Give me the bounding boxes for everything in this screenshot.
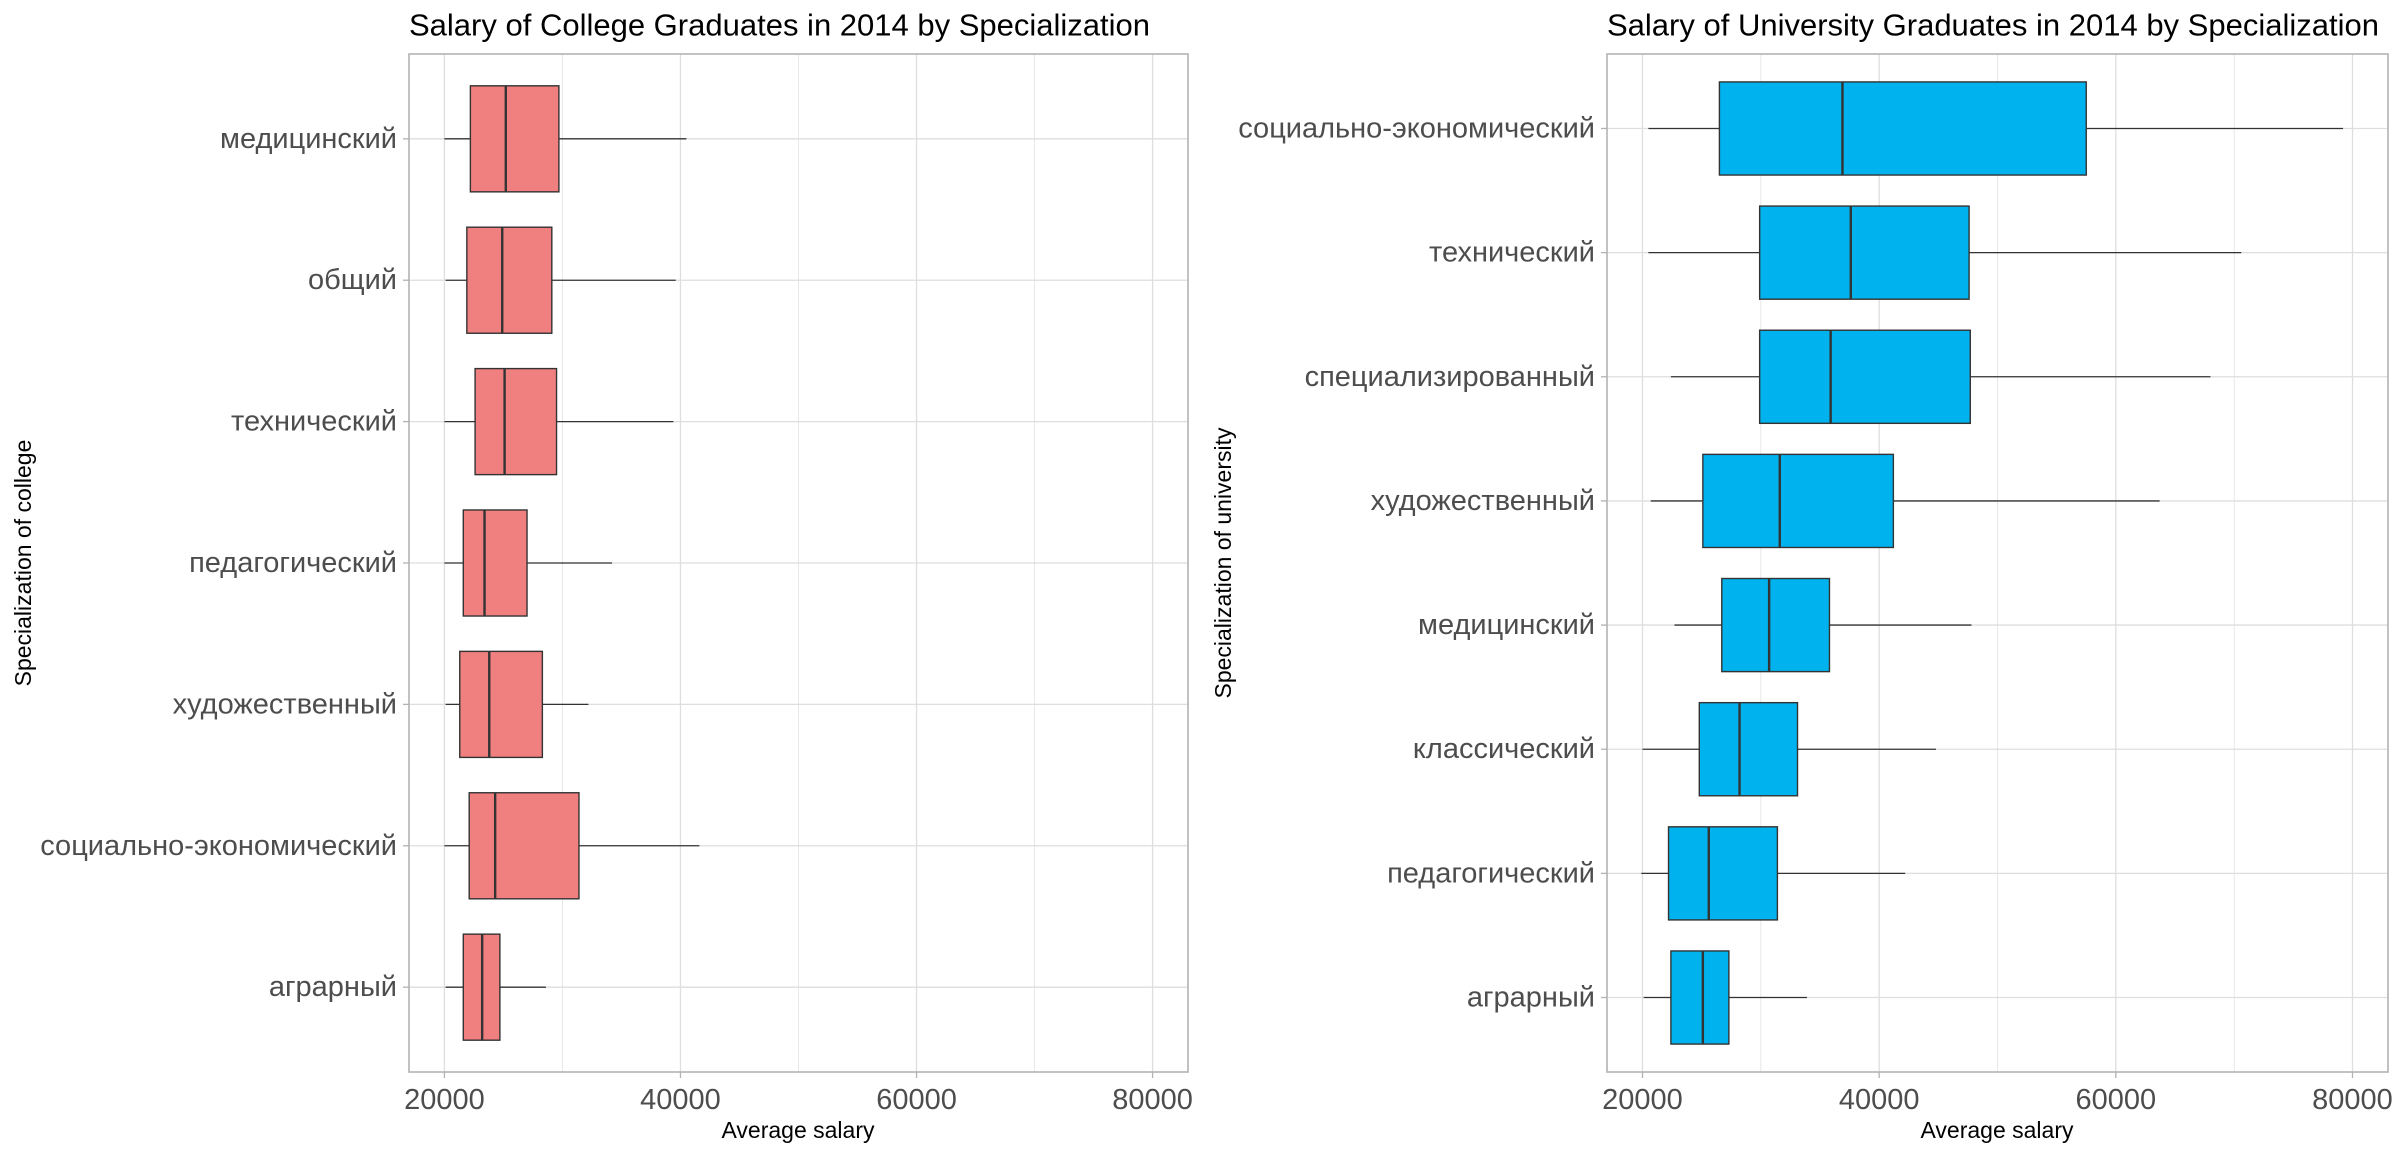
box-iqr: [1721, 577, 1831, 673]
x-tick-label: 80000: [2312, 1084, 2393, 1116]
boxplot: [1670, 329, 2211, 425]
college-chart: Salary of College Graduates in 2014 by S…: [10, 8, 1193, 1144]
college-plot-panel: 20000 40000 60000 80000 медицинский общий техн…: [40, 53, 1193, 1116]
box-iqr: [469, 85, 560, 193]
y-tick-label: художественный: [173, 688, 397, 720]
box-iqr: [1758, 205, 1970, 300]
y-tick-label: медицинский: [220, 123, 397, 155]
boxplot: [1674, 577, 1972, 673]
x-axis-title: Average salary: [722, 1117, 875, 1143]
box-iqr: [1718, 81, 2087, 176]
box-iqr: [1670, 950, 1730, 1045]
y-tick-label: специализированный: [1305, 361, 1595, 393]
boxplot: [445, 650, 589, 759]
boxplot: [445, 933, 546, 1041]
x-tick-label: 20000: [404, 1084, 485, 1116]
y-tick-label: медицинский: [1418, 609, 1595, 641]
box-iqr: [1758, 329, 1971, 425]
y-tick-label: социально-экономический: [40, 830, 397, 862]
y-tick-label: социально-экономический: [1238, 112, 1595, 144]
boxplot: [1642, 701, 1936, 797]
y-tick-label: технический: [1429, 237, 1595, 269]
box-iqr: [459, 650, 544, 759]
box-iqr: [468, 792, 580, 900]
box-iqr: [1702, 453, 1895, 549]
boxplot: [1643, 950, 1807, 1045]
boxplot: [445, 226, 676, 334]
y-tick-label: аграрный: [269, 971, 397, 1003]
y-tick-label: художественный: [1371, 485, 1595, 517]
x-tick-label: 20000: [1602, 1084, 1683, 1116]
x-tick-label: 60000: [2076, 1084, 2157, 1116]
boxplot: [444, 367, 674, 476]
y-axis-title: Specialization of college: [10, 440, 36, 687]
box-iqr: [466, 226, 553, 334]
box-iqr: [462, 509, 528, 617]
x-tick-label: 80000: [1112, 1084, 1193, 1116]
box-iqr: [1667, 826, 1779, 921]
x-tick-label: 60000: [876, 1084, 957, 1116]
university-plot-panel: 20000 40000 60000 80000 социально-экономичес…: [1238, 53, 2393, 1116]
boxplot: [1641, 826, 1906, 921]
boxplot: [444, 85, 687, 193]
x-tick-label: 40000: [1839, 1084, 1920, 1116]
boxplot: [1648, 81, 2344, 176]
chart-title: Salary of University Graduates in 2014 b…: [1607, 8, 2379, 43]
box-iqr: [1698, 701, 1799, 797]
boxplot: [1650, 453, 2160, 549]
chart-title: Salary of College Graduates in 2014 by S…: [409, 8, 1150, 43]
y-tick-label: педагогический: [1387, 857, 1595, 889]
y-tick-label: педагогический: [189, 547, 397, 579]
university-chart: Salary of University Graduates in 2014 b…: [1210, 8, 2393, 1144]
y-tick-label: технический: [231, 406, 397, 438]
boxplot: [1648, 205, 2242, 300]
y-axis-title: Specialization of university: [1210, 427, 1236, 699]
x-axis-title: Average salary: [1921, 1117, 2074, 1143]
y-tick-label: общий: [308, 264, 397, 296]
y-tick-label: аграрный: [1467, 982, 1595, 1014]
boxplot: [444, 792, 700, 900]
y-tick-label: классический: [1413, 733, 1595, 765]
boxplot: [444, 509, 613, 617]
box-iqr: [474, 367, 558, 476]
panel-border: [1606, 53, 2389, 1073]
x-tick-label: 40000: [640, 1084, 721, 1116]
